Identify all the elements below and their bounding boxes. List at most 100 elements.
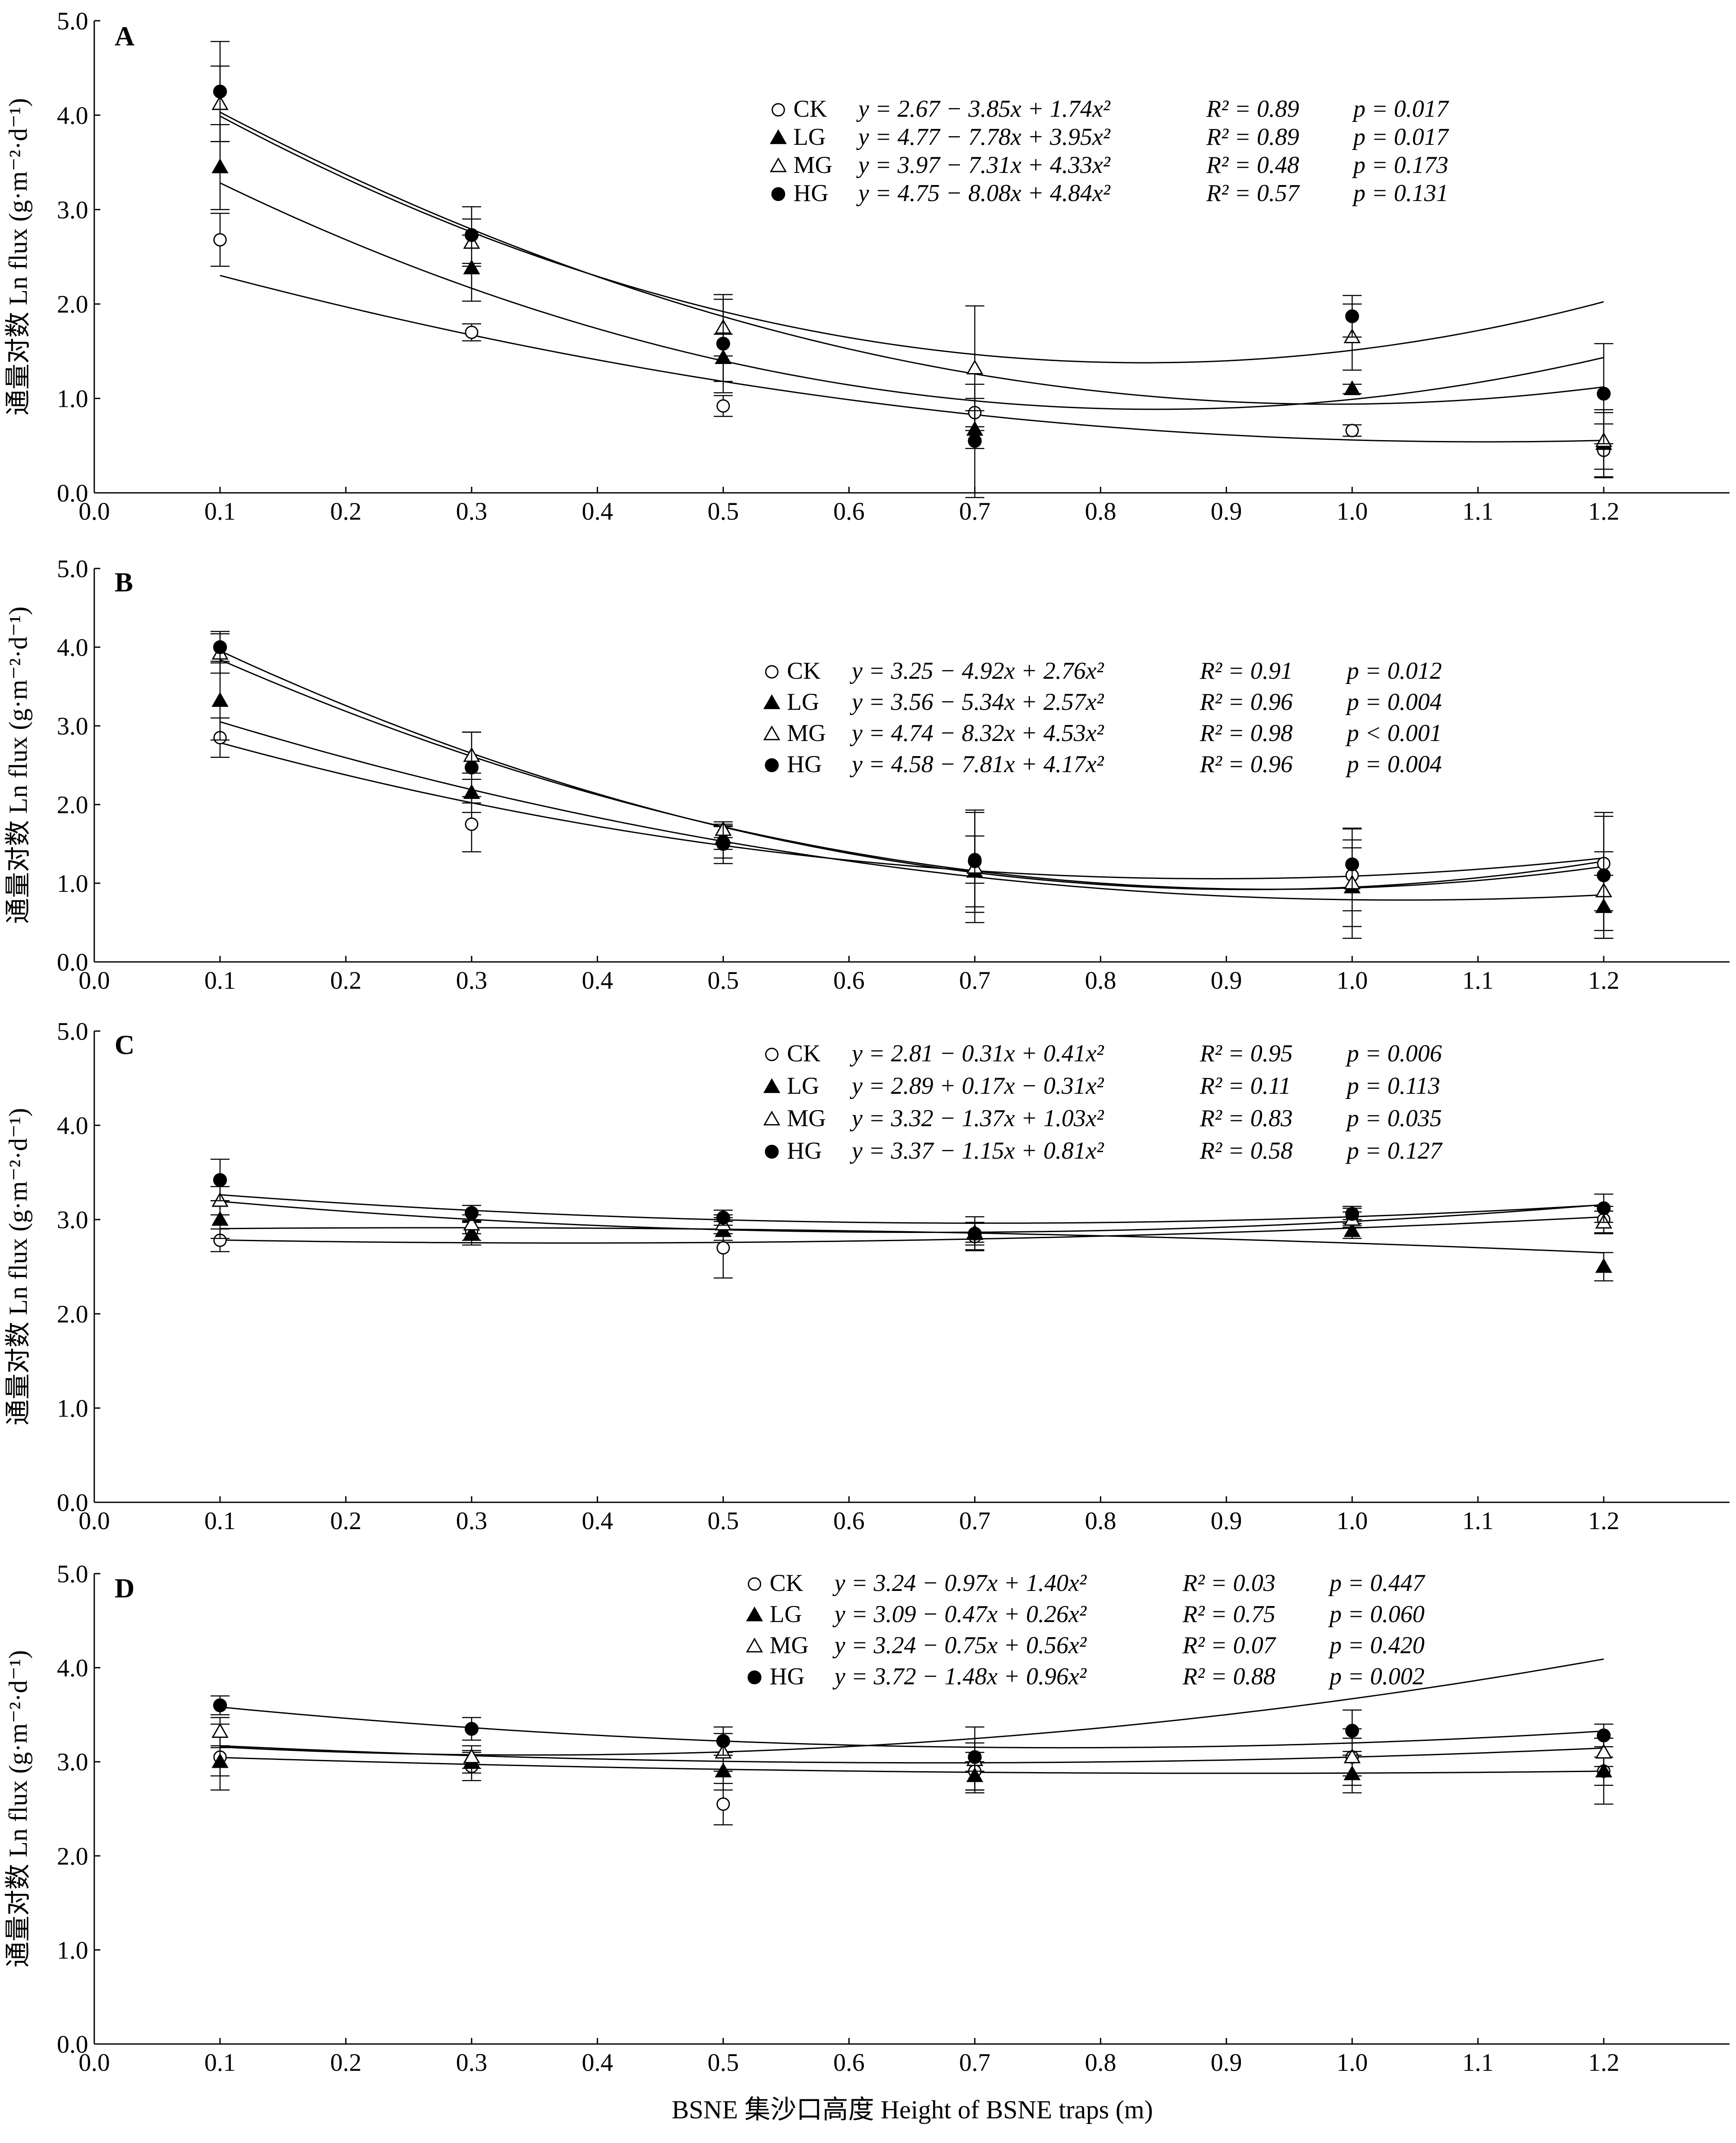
y-tick-label: 3.0 <box>57 196 89 224</box>
data-point-hg <box>213 84 227 99</box>
x-tick-label: 0.7 <box>959 966 991 994</box>
legend-label: LG <box>787 1073 819 1099</box>
r-squared: R² = 0.96 <box>1199 751 1293 778</box>
legend: CK y = 3.25 − 4.92x + 2.76x² R² = 0.91 p = … <box>763 658 1442 778</box>
legend-marker-hg <box>771 187 785 201</box>
x-tick-label: 1.0 <box>1336 497 1368 525</box>
legend-marker-ck <box>765 665 779 679</box>
x-tick-label: 0.7 <box>959 497 991 525</box>
legend: CK y = 2.81 − 0.31x + 0.41x² R² = 0.95 p = … <box>763 1040 1443 1164</box>
data-point-lg <box>211 1753 229 1768</box>
x-tick-label: 0.5 <box>707 966 739 994</box>
y-axis-label: 通量对数 Ln flux (g·m⁻²·d⁻¹) <box>4 1650 32 1967</box>
data-point-lg <box>211 1210 229 1226</box>
y-tick-label: 4.0 <box>57 1111 89 1140</box>
legend-marker-lg <box>770 129 787 144</box>
x-tick-label: 0.5 <box>707 497 739 525</box>
x-tick-label: 0.8 <box>1085 2048 1116 2076</box>
fit-curve-ck <box>220 1216 1604 1244</box>
x-tick-label: 0.2 <box>330 1507 362 1535</box>
legend-label: CK <box>793 96 827 122</box>
x-tick-label: 1.1 <box>1462 497 1494 525</box>
y-tick-label: 2.0 <box>57 1842 89 1870</box>
legend-marker-lg <box>746 1606 763 1622</box>
r-squared: R² = 0.89 <box>1206 96 1299 122</box>
data-point-ck <box>716 399 730 413</box>
p-value: p = 0.447 <box>1328 1570 1426 1597</box>
x-tick-label: 0.7 <box>959 1507 991 1535</box>
fit-equation: y = 3.25 − 4.92x + 2.76x² <box>850 658 1104 684</box>
fit-equation: y = 2.89 + 0.17x − 0.31x² <box>850 1073 1104 1099</box>
y-tick-label: 5.0 <box>57 555 89 583</box>
x-tick-label: 0.9 <box>1211 1507 1242 1535</box>
panel-d: 0.0 0.1 0.2 0.3 0.4 0.5 0.6 0.7 0.8 0.9 1.0 1.1 1.2 0… <box>4 1560 1730 2076</box>
x-tick-label: 0.8 <box>1085 1507 1116 1535</box>
x-tick-label: 0.1 <box>205 966 236 994</box>
legend-marker-ck <box>765 1048 779 1061</box>
x-tick-label: 1.1 <box>1462 966 1494 994</box>
p-value: p < 0.001 <box>1345 720 1442 747</box>
r-squared: R² = 0.07 <box>1182 1632 1276 1659</box>
data-point-hg <box>1345 1207 1359 1221</box>
fit-equation: y = 3.56 − 5.34x + 2.57x² <box>850 689 1104 715</box>
legend-marker-mg <box>763 1110 780 1126</box>
data-point-hg <box>1345 857 1359 872</box>
fit-curve-mg <box>220 182 1604 410</box>
fit-equation: y = 3.32 − 1.37x + 1.03x² <box>850 1105 1104 1132</box>
fit-curve-lg <box>220 112 1604 405</box>
legend-marker-mg <box>770 157 787 172</box>
data-point-hg <box>968 434 982 448</box>
p-value: p = 0.420 <box>1328 1632 1425 1659</box>
r-squared: R² = 0.75 <box>1182 1601 1276 1628</box>
y-tick-label: 0.0 <box>57 479 89 507</box>
fit-equation: y = 3.24 − 0.97x + 1.40x² <box>832 1570 1087 1597</box>
fit-curve-hg <box>220 659 1604 890</box>
y-tick-label: 1.0 <box>57 385 89 413</box>
data-point-lg <box>1595 1258 1612 1273</box>
fit-equation: y = 2.67 − 3.85x + 1.74x² <box>856 96 1111 122</box>
data-point-mg <box>1343 1748 1361 1763</box>
x-tick-label: 1.2 <box>1588 1507 1620 1535</box>
x-tick-label: 0.6 <box>833 2048 865 2076</box>
legend: CK y = 2.67 − 3.85x + 1.74x² R² = 0.89 p = … <box>770 96 1449 207</box>
y-tick-label: 5.0 <box>57 7 89 35</box>
y-axis-label: 通量对数 Ln flux (g·m⁻²·d⁻¹) <box>4 607 32 924</box>
x-tick-label: 0.8 <box>1085 497 1116 525</box>
fit-equation: y = 4.77 − 7.78x + 3.95x² <box>856 124 1111 150</box>
x-tick-label: 0.6 <box>833 497 865 525</box>
y-tick-label: 4.0 <box>57 633 89 661</box>
data-point-hg <box>968 1226 982 1241</box>
fit-curve-lg <box>220 1757 1604 1774</box>
data-point-lg <box>1595 1762 1612 1778</box>
legend-label: CK <box>787 1040 821 1067</box>
data-point-hg <box>464 760 479 775</box>
x-tick-label: 0.1 <box>205 497 236 525</box>
fit-equation: y = 3.72 − 1.48x + 0.96x² <box>832 1663 1087 1690</box>
fit-equation: y = 4.74 − 8.32x + 4.53x² <box>850 720 1104 747</box>
fit-equation: y = 4.58 − 7.81x + 4.17x² <box>850 751 1104 778</box>
data-point-ck <box>1345 424 1359 438</box>
data-point-lg <box>211 158 229 173</box>
r-squared: R² = 0.57 <box>1206 180 1300 207</box>
y-tick-label: 5.0 <box>57 1560 89 1588</box>
fit-equation: y = 2.81 − 0.31x + 0.41x² <box>850 1040 1104 1067</box>
x-tick-label: 1.2 <box>1588 2048 1620 2076</box>
panel-b: 0.0 0.1 0.2 0.3 0.4 0.5 0.6 0.7 0.8 0.9 1.0 1.1 1.2 0… <box>4 555 1730 994</box>
data-point-hg <box>968 1750 982 1764</box>
data-point-hg <box>213 1698 227 1712</box>
y-tick-label: 3.0 <box>57 1748 89 1776</box>
p-value: p = 0.131 <box>1352 180 1448 207</box>
p-value: p = 0.127 <box>1345 1137 1443 1164</box>
r-squared: R² = 0.58 <box>1199 1137 1293 1164</box>
fit-equation: y = 4.75 − 8.08x + 4.84x² <box>856 180 1111 207</box>
x-tick-label: 0.8 <box>1085 966 1116 994</box>
data-point-ck <box>465 326 479 339</box>
data-point-hg <box>968 854 982 869</box>
y-axis-label: 通量对数 Ln flux (g·m⁻²·d⁻¹) <box>4 98 32 415</box>
x-tick-label: 0.3 <box>456 1507 488 1535</box>
data-point-hg <box>464 1206 479 1220</box>
legend-label: MG <box>770 1632 809 1659</box>
data-point-hg <box>716 1210 730 1225</box>
legend-marker-mg <box>763 725 780 741</box>
y-tick-label: 3.0 <box>57 712 89 740</box>
